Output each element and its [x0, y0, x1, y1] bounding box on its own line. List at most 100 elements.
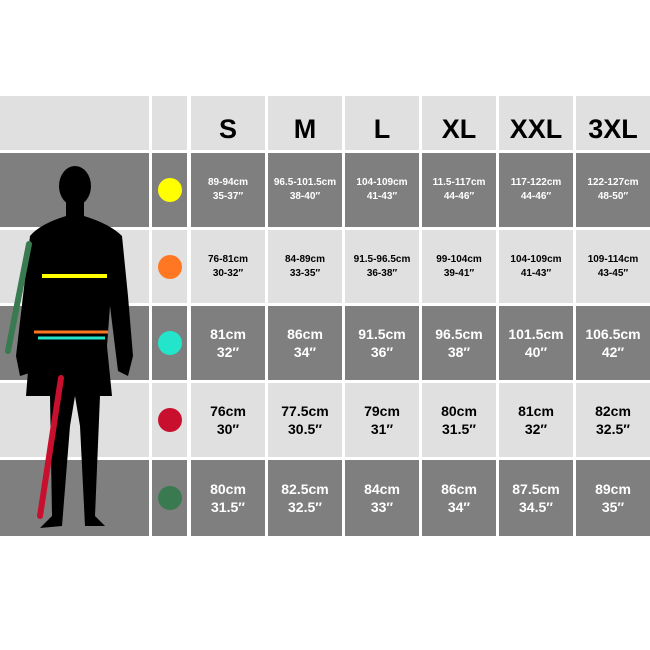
inch-value: 34″: [447, 499, 471, 515]
inch-value: 36-38″: [366, 267, 398, 279]
measurement-cell: 82cm 32.5″: [576, 383, 650, 457]
header-icon-blank: [152, 96, 187, 150]
measurement-cell: 122-127cm 48-50″: [576, 153, 650, 227]
measurement-cell: 81cm 32″: [191, 306, 265, 380]
measurement-cell: 11.5-117cm 44-46″: [422, 153, 496, 227]
cm-value: 109-114cm: [587, 253, 639, 265]
inch-value: 38-40″: [289, 191, 321, 202]
cm-value: 104-109cm: [510, 253, 562, 265]
size-header-XL: XL: [422, 96, 496, 150]
measurement-cell: 104-109cm 41-43″: [345, 153, 419, 227]
inch-value: 44-46″: [443, 191, 475, 202]
measure-icon-cell: [152, 383, 187, 457]
cm-value: 101.5cm: [508, 326, 564, 342]
inch-value: 41-43″: [366, 191, 398, 202]
inseam-dot-icon: [157, 408, 182, 432]
cm-value: 80cm: [210, 481, 246, 497]
size-header-3XL: 3XL: [576, 96, 650, 150]
inch-value: 32″: [216, 344, 240, 360]
measurement-cell: 89-94cm 35-37″: [191, 153, 265, 227]
inch-value: 44-46″: [520, 191, 552, 202]
cm-value: 99-104cm: [436, 253, 482, 265]
size-header-M: M: [268, 96, 342, 150]
inch-value: 43-45″: [597, 267, 629, 279]
waist-arrow-dot-icon: [157, 254, 182, 279]
cm-value: 86cm: [441, 481, 477, 497]
measurement-cell: 117-122cm 44-46″: [499, 153, 573, 227]
measurement-cell: 77.5cm 30.5″: [268, 383, 342, 457]
cm-value: 81cm: [210, 326, 246, 342]
measurement-cell: 104-109cm 41-43″: [499, 230, 573, 303]
measurement-cell: 109-114cm 43-45″: [576, 230, 650, 303]
inch-value: 33″: [370, 499, 394, 515]
inch-value: 30″: [216, 421, 240, 437]
cm-value: 84-89cm: [284, 253, 326, 265]
inch-value: 32.5″: [596, 421, 630, 437]
measurement-cell: 86cm 34″: [268, 306, 342, 380]
inch-value: 33-35″: [289, 267, 321, 279]
measurement-cell: 80cm 31.5″: [422, 383, 496, 457]
measurement-cell: 82.5cm 32.5″: [268, 460, 342, 536]
measurement-cell: 76cm 30″: [191, 383, 265, 457]
measurement-cell: 80cm 31.5″: [191, 460, 265, 536]
inch-value: 31.5″: [442, 421, 476, 437]
inch-value: 42″: [601, 344, 625, 360]
measurement-cell: 96.5cm 38″: [422, 306, 496, 380]
inch-value: 38″: [447, 344, 471, 360]
inch-value: 31″: [370, 421, 394, 437]
sleeve-line: [5, 241, 32, 354]
header-blank: [0, 96, 149, 150]
measurement-cell: 91.5cm 36″: [345, 306, 419, 380]
measurement-cell: 106.5cm 42″: [576, 306, 650, 380]
size-header-XXL: XXL: [499, 96, 573, 150]
inch-value: 32″: [524, 421, 548, 437]
inch-value: 32.5″: [288, 499, 322, 515]
cm-value: 122-127cm: [587, 177, 639, 188]
measurement-cell: 89cm 35″: [576, 460, 650, 536]
size-header-S: S: [191, 96, 265, 150]
cm-value: 106.5cm: [585, 326, 641, 342]
measurement-cell: 84-89cm 33-35″: [268, 230, 342, 303]
hip-dot-icon: [157, 331, 182, 355]
inseam-line: [37, 375, 64, 519]
cm-value: 84cm: [364, 481, 400, 497]
measure-icon-cell: [152, 153, 187, 227]
cm-value: 80cm: [441, 403, 477, 419]
size-header-L: L: [345, 96, 419, 150]
inch-value: 30-32″: [212, 267, 244, 279]
inch-value: 36″: [370, 344, 394, 360]
inch-value: 39-41″: [443, 267, 475, 279]
measurement-cell: 81cm 32″: [499, 383, 573, 457]
sleeve-dot-icon: [157, 486, 182, 510]
measurement-cell: 99-104cm 39-41″: [422, 230, 496, 303]
cm-value: 79cm: [364, 403, 400, 419]
measurement-cell: 101.5cm 40″: [499, 306, 573, 380]
measurement-cell: 91.5-96.5cm 36-38″: [345, 230, 419, 303]
cm-value: 11.5-117cm: [432, 177, 486, 188]
cm-value: 89-94cm: [207, 177, 249, 188]
chest-dot-icon: [157, 178, 182, 202]
measure-icon-cell: [152, 306, 187, 380]
inch-value: 30.5″: [288, 421, 322, 437]
inch-value: 40″: [524, 344, 548, 360]
measurement-cell: 76-81cm 30-32″: [191, 230, 265, 303]
cm-value: 117-122cm: [510, 177, 562, 188]
cm-value: 77.5cm: [281, 403, 329, 419]
measurement-cell: 79cm 31″: [345, 383, 419, 457]
cm-value: 91.5cm: [358, 326, 406, 342]
measurement-cell: 87.5cm 34.5″: [499, 460, 573, 536]
cm-value: 82cm: [595, 403, 631, 419]
body-silhouette-figure: [5, 166, 133, 528]
cm-value: 82.5cm: [281, 481, 329, 497]
inch-value: 35″: [601, 499, 625, 515]
inch-value: 31.5″: [211, 499, 245, 515]
inch-value: 34.5″: [519, 499, 553, 515]
measurement-cell: 84cm 33″: [345, 460, 419, 536]
inch-value: 34″: [293, 344, 317, 360]
measure-icon-cell: [152, 230, 187, 303]
cm-value: 96.5cm: [435, 326, 483, 342]
cm-value: 104-109cm: [356, 177, 408, 188]
figure-row-bg: [0, 460, 149, 536]
cm-value: 89cm: [595, 481, 631, 497]
silhouette-icon: [16, 166, 133, 528]
